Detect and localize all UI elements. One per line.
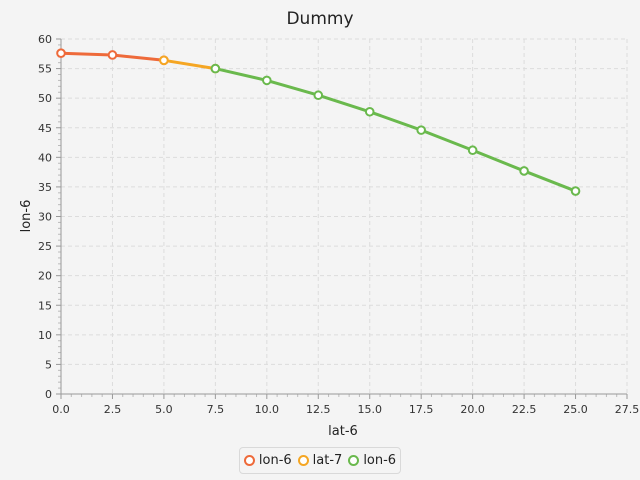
legend-label: lon-6: [258, 453, 292, 468]
legend-label: lon-6: [363, 453, 397, 468]
y-tick-label: 0: [45, 388, 52, 401]
axes: 0 5 10 15 20 25 30 35 40 45 50 55 60 0.0 2.5 5.0 7.5 10.0…: [38, 33, 639, 416]
data-point: [107, 50, 118, 60]
legend: lon-6 lat-7 lon-6: [239, 447, 401, 474]
data-point: [416, 125, 426, 135]
legend-marker: [243, 455, 255, 466]
data-point: [210, 63, 221, 74]
series-line-2: [215, 67, 577, 193]
y-axis-label: lon-6: [19, 200, 34, 233]
y-tick-label: 35: [38, 181, 52, 194]
x-tick-label: 17.5: [409, 403, 434, 416]
x-tick-label: 0.0: [52, 403, 70, 416]
x-tick-label: 27.5: [615, 403, 640, 416]
legend-marker: [348, 455, 360, 466]
y-tick-label: 45: [38, 122, 52, 135]
data-point: [159, 55, 169, 66]
y-tick-label: 20: [38, 270, 52, 283]
data-point: [467, 145, 478, 156]
y-tick-label: 40: [38, 151, 52, 164]
x-tick-label: 10.0: [255, 403, 280, 416]
y-tick-label: 25: [38, 240, 52, 253]
data-point: [519, 166, 529, 176]
grid: [60, 38, 628, 395]
data-point: [364, 106, 375, 117]
legend-item: lon-6: [243, 453, 292, 468]
legend-label: lat-7: [312, 453, 343, 468]
x-tick-label: 5.0: [155, 403, 173, 416]
y-tick-label: 10: [38, 329, 52, 342]
x-tick-label: 22.5: [512, 403, 537, 416]
x-tick-label: 20.0: [460, 403, 485, 416]
legend-item: lat-7: [297, 453, 343, 468]
y-tick-label: 15: [38, 299, 52, 312]
legend-marker: [297, 455, 309, 466]
series-layer: [56, 48, 581, 196]
series-line-1: [163, 58, 216, 71]
data-point: [313, 90, 324, 101]
y-tick-label: 5: [45, 358, 52, 371]
x-tick-label: 12.5: [306, 403, 331, 416]
y-tick-label: 50: [38, 92, 52, 105]
legend-item: lon-6: [348, 453, 396, 468]
x-axis-label: lat-6: [328, 424, 358, 439]
y-tick-label: 55: [38, 63, 52, 76]
y-tick-label: 30: [38, 211, 52, 224]
x-tick-label: 25.0: [563, 403, 588, 416]
chart-title: Dummy: [286, 9, 353, 29]
x-tick-label: 15.0: [357, 403, 382, 416]
data-point: [262, 75, 272, 86]
y-tick-label: 60: [38, 33, 52, 46]
data-point: [570, 186, 581, 196]
x-tick-label: 2.5: [104, 403, 122, 416]
x-tick-label: 7.5: [207, 403, 225, 416]
data-point: [56, 48, 66, 59]
